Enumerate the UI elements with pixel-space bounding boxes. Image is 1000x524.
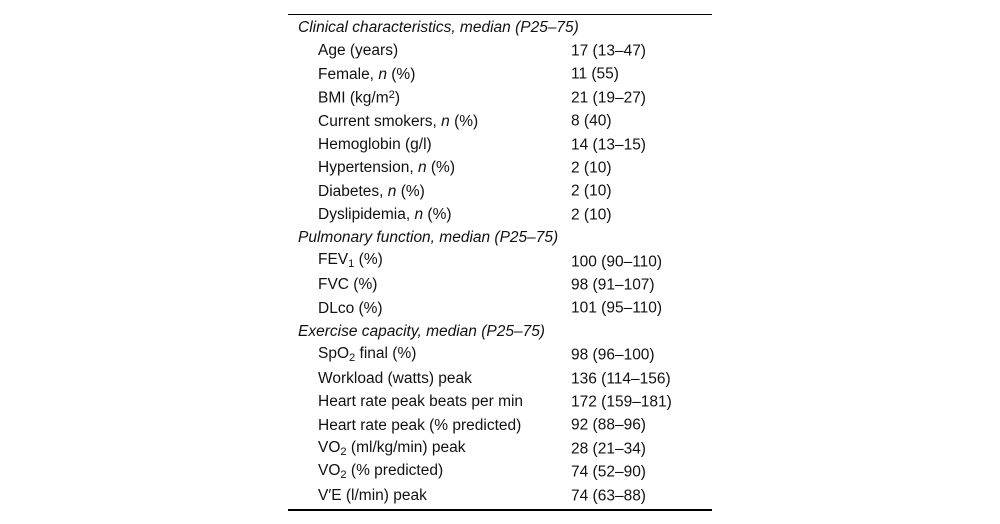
row-value: 2 (10) xyxy=(571,206,612,224)
label-segment: 2 xyxy=(349,352,356,365)
row-label: BMI (kg/m2) xyxy=(288,88,401,107)
table-row: Age (years) 17 (13–47) xyxy=(288,39,712,62)
row-label: Diabetes, n (%) xyxy=(288,182,425,200)
table-row: Heart rate peak beats per min 172 (159–18… xyxy=(288,390,712,413)
row-label: Age (years) xyxy=(288,43,398,59)
label-segment: Age (years) xyxy=(318,42,399,60)
row-label: SpO2 final (%) xyxy=(288,346,416,364)
row-label: Female, n (%) xyxy=(288,65,416,83)
label-segment: n xyxy=(378,65,387,83)
label-segment: Dyslipidemia, xyxy=(318,206,415,224)
table-row: FVC (%) 98 (91–107) xyxy=(288,273,712,296)
row-value: 14 (13–15) xyxy=(571,135,646,153)
row-value: 2 (10) xyxy=(571,182,612,200)
label-segment: Hemoglobin (g/l) xyxy=(318,135,432,153)
section-header: Pulmonary function, median (P25–75) xyxy=(298,229,559,247)
label-segment: Heart rate peak beats per min xyxy=(318,393,524,411)
row-label: Hypertension, n (%) xyxy=(288,160,455,176)
label-segment: Female, xyxy=(318,65,379,83)
row-value: 98 (96–100) xyxy=(571,346,655,364)
row-label: FVC (%) xyxy=(288,277,377,293)
label-segment: (%) xyxy=(396,182,425,200)
label-segment: n xyxy=(441,112,450,130)
label-segment: BMI (kg/m xyxy=(318,89,389,107)
row-value: 100 (90–110) xyxy=(571,252,663,270)
row-value: 98 (91–107) xyxy=(571,276,655,294)
table-row: FEV1 (%) 100 (90–110) xyxy=(288,250,712,273)
table-row: BMI (kg/m2) 21 (19–27) xyxy=(288,86,712,109)
row-label: Workload (watts) peak xyxy=(288,371,472,387)
row-value: 11 (55) xyxy=(571,65,619,83)
label-segment: (%) xyxy=(423,206,452,224)
label-segment: 2 xyxy=(340,445,347,458)
section-header: Exercise capacity, median (P25–75) xyxy=(298,323,545,341)
table-row: SpO2 final (%) 98 (96–100) xyxy=(288,343,712,366)
label-segment: DLco (%) xyxy=(318,299,383,317)
row-label: Heart rate peak beats per min xyxy=(288,394,523,410)
row-value: 28 (21–34) xyxy=(571,439,646,457)
row-value: 92 (88–96) xyxy=(571,416,646,434)
label-segment: V′E (l/min) peak xyxy=(318,486,427,504)
row-value: 21 (19–27) xyxy=(571,89,646,107)
table-row: DLco (%) 101 (95–110) xyxy=(288,297,712,320)
row-value: 17 (13–47) xyxy=(571,42,646,60)
label-segment: n xyxy=(387,182,397,200)
row-value: 74 (63–88) xyxy=(571,486,646,504)
label-segment: VO xyxy=(318,461,341,479)
table-row: Female, n (%) 11 (55) xyxy=(288,63,712,86)
label-segment: VO xyxy=(318,438,341,456)
label-segment: (ml/kg/min) peak xyxy=(346,438,466,456)
row-label: FEV1 (%) xyxy=(288,252,383,270)
label-segment: 2 xyxy=(340,469,347,482)
row-value: 136 (114–156) xyxy=(571,369,671,387)
row-label: Hemoglobin (g/l) xyxy=(288,137,432,153)
row-label: VO2 (ml/kg/min) peak xyxy=(288,438,466,458)
label-segment: FVC (%) xyxy=(318,276,378,294)
row-label: VO2 (% predicted) xyxy=(288,463,443,481)
label-segment: (%) xyxy=(354,251,383,269)
label-segment: (%) xyxy=(386,65,416,83)
label-segment: Heart rate peak (% predicted) xyxy=(318,416,522,434)
table-row: VO2 (% predicted) 74 (52–90) xyxy=(288,460,712,483)
row-value: 74 (52–90) xyxy=(571,463,646,481)
label-segment: Diabetes, xyxy=(318,182,388,200)
label-segment: (%) xyxy=(426,159,455,177)
section-header: Clinical characteristics, median (P25–75… xyxy=(298,18,579,36)
row-label: V′E (l/min) peak xyxy=(288,488,427,504)
row-value: 172 (159–181) xyxy=(571,393,672,411)
row-value: 8 (40) xyxy=(571,112,612,130)
table-row: Hypertension, n (%) 2 (10) xyxy=(288,156,712,179)
label-segment: 2 xyxy=(388,88,395,101)
label-segment: (% predicted) xyxy=(346,461,444,479)
table-row: Hemoglobin (g/l) 14 (13–15) xyxy=(288,133,712,156)
table-row: Current smokers, n (%) 8 (40) xyxy=(288,110,712,133)
label-segment: FEV xyxy=(318,251,349,269)
label-segment: final (%) xyxy=(355,345,417,363)
row-label: Current smokers, n (%) xyxy=(288,112,479,130)
label-segment: 1 xyxy=(348,258,355,271)
row-label: DLco (%) xyxy=(288,299,383,317)
row-value: 2 (10) xyxy=(571,159,612,177)
label-segment: n xyxy=(414,206,424,224)
row-label: Dyslipidemia, n (%) xyxy=(288,207,452,223)
label-segment: (%) xyxy=(449,112,479,130)
label-segment: Current smokers, xyxy=(318,112,442,130)
table-row: Diabetes, n (%) 2 (10) xyxy=(288,180,712,203)
table-row: Workload (watts) peak 136 (114–156) xyxy=(288,367,712,390)
row-label: Heart rate peak (% predicted) xyxy=(288,416,522,434)
label-segment: Hypertension, xyxy=(318,159,418,177)
label-segment: ) xyxy=(394,89,401,107)
table-row: Heart rate peak (% predicted) 92 (88–96) xyxy=(288,414,712,437)
row-value: 101 (95–110) xyxy=(571,299,663,317)
table-row: Dyslipidemia, n (%) 2 (10) xyxy=(288,203,712,226)
clinical-characteristics-table: Clinical characteristics, median (P25–75… xyxy=(288,14,712,512)
table-row: V′E (l/min) peak 74 (63–88) xyxy=(288,484,712,507)
label-segment: SpO xyxy=(318,345,350,363)
table-row: VO2 (ml/kg/min) peak 28 (21–34) xyxy=(288,437,712,460)
label-segment: n xyxy=(417,159,427,177)
label-segment: Workload (watts) peak xyxy=(318,369,472,387)
